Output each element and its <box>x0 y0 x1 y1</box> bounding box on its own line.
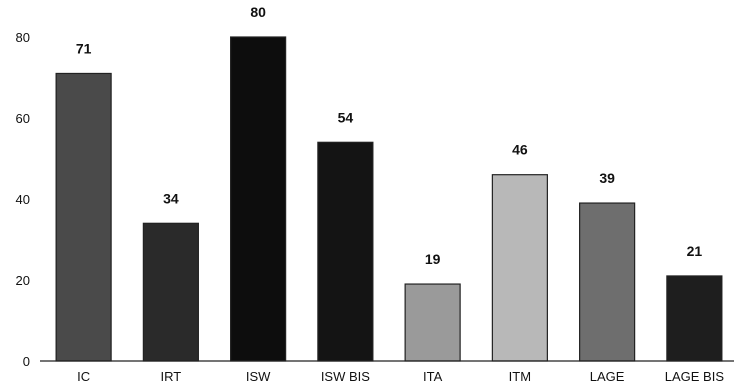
value-labels-group: 71 34 80 54 19 46 39 21 <box>76 4 703 267</box>
category-label: LAGE BIS <box>665 369 725 384</box>
bar-lage-bis <box>666 275 723 362</box>
value-label: 19 <box>425 251 441 267</box>
y-tick-label: 20 <box>16 273 30 288</box>
bar-ita <box>404 283 461 362</box>
value-label: 39 <box>599 170 615 186</box>
value-label: 71 <box>76 40 92 56</box>
y-axis: 0 20 40 60 80 <box>16 30 30 369</box>
value-label: 46 <box>512 142 528 158</box>
category-labels-group: IC IRT ISW ISW BIS ITA ITM LAGE LAGE BIS <box>77 369 724 384</box>
value-label: 80 <box>250 4 266 20</box>
category-label: IRT <box>161 369 182 384</box>
y-tick-label: 40 <box>16 192 30 207</box>
bar-ic <box>55 72 112 362</box>
bar-isw-bis <box>317 141 374 362</box>
category-label: ITM <box>509 369 531 384</box>
value-label: 54 <box>338 109 354 125</box>
bars-group <box>55 36 723 362</box>
value-label: 21 <box>687 243 703 259</box>
category-label: ITA <box>423 369 443 384</box>
category-label: ISW <box>246 369 271 384</box>
category-label: ISW BIS <box>321 369 370 384</box>
y-tick-label: 80 <box>16 30 30 45</box>
bar-lage <box>579 202 636 362</box>
bar-irt <box>142 222 199 362</box>
category-label: IC <box>77 369 90 384</box>
category-label: LAGE <box>590 369 625 384</box>
y-tick-label: 60 <box>16 111 30 126</box>
bar-isw <box>230 36 287 362</box>
y-tick-label: 0 <box>23 354 30 369</box>
value-label: 34 <box>163 190 179 206</box>
bar-itm <box>491 174 548 362</box>
